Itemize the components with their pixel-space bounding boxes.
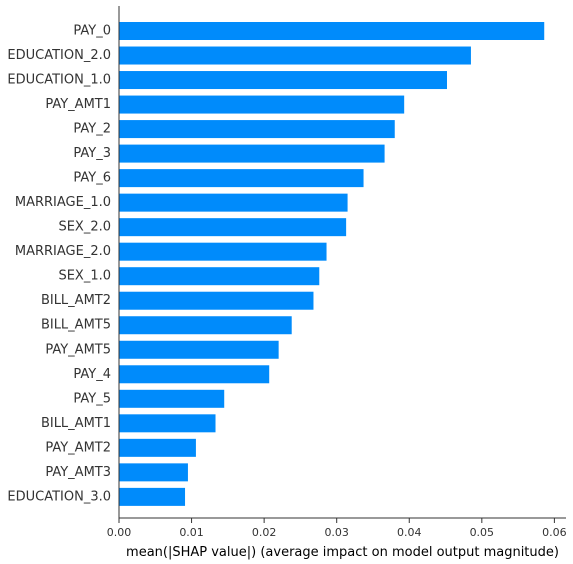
category-label: PAY_6 — [73, 171, 111, 186]
bar-pay-4 — [119, 365, 270, 384]
category-label: PAY_2 — [73, 122, 111, 137]
bar-marriage-1-0 — [119, 193, 348, 212]
category-label: EDUCATION_2.0 — [7, 48, 111, 63]
category-label: BILL_AMT5 — [41, 318, 111, 333]
category-label: PAY_4 — [73, 367, 111, 382]
category-label: MARRIAGE_2.0 — [15, 244, 111, 259]
category-label: BILL_AMT1 — [41, 416, 111, 431]
bar-pay-amt3 — [119, 463, 188, 482]
bar-bill-amt2 — [119, 291, 314, 310]
x-tick-label: 0.06 — [542, 526, 567, 539]
bar-education-2-0 — [119, 46, 471, 65]
x-tick-label: 0.03 — [324, 526, 349, 539]
category-label: SEX_2.0 — [58, 220, 111, 235]
category-label: PAY_AMT5 — [45, 342, 111, 357]
x-tick-label: 0.02 — [252, 526, 277, 539]
x-axis-label: mean(|SHAP value|) (average impact on mo… — [126, 545, 559, 560]
bar-pay-5 — [119, 389, 225, 408]
x-tick-label: 0.00 — [107, 526, 132, 539]
bar-pay-6 — [119, 169, 364, 188]
bar-pay-0 — [119, 22, 545, 40]
x-tick-label: 0.01 — [179, 526, 204, 539]
x-tick-label: 0.04 — [397, 526, 422, 539]
bar-bill-amt1 — [119, 414, 216, 433]
category-label: PAY_AMT1 — [45, 97, 111, 112]
category-label: EDUCATION_1.0 — [7, 73, 111, 88]
x-tick-label: 0.05 — [470, 526, 495, 539]
bar-education-1-0 — [119, 71, 447, 90]
bar-pay-2 — [119, 120, 395, 139]
bar-pay-amt2 — [119, 438, 196, 457]
bar-marriage-2-0 — [119, 242, 327, 261]
category-label: SEX_1.0 — [58, 269, 111, 284]
bar-education-3-0 — [119, 487, 186, 506]
bar-pay-amt1 — [119, 95, 405, 114]
bar-pay-3 — [119, 144, 385, 163]
bars-group — [119, 22, 545, 506]
bar-pay-amt5 — [119, 340, 279, 359]
bar-sex-1-0 — [119, 267, 320, 286]
bar-bill-amt5 — [119, 316, 292, 335]
category-label: PAY_5 — [73, 391, 111, 406]
category-labels: PAY_0 EDUCATION_2.0 EDUCATION_1.0 PAY_AMT1 P… — [7, 24, 111, 505]
category-label: PAY_3 — [73, 146, 111, 161]
category-label: PAY_0 — [73, 24, 111, 39]
bar-sex-2-0 — [119, 218, 347, 237]
category-label: BILL_AMT2 — [41, 293, 111, 308]
x-ticks: 0.00 0.01 0.02 0.03 0.04 0.05 0.06 — [107, 518, 567, 539]
category-label: PAY_AMT3 — [45, 465, 111, 480]
category-label: PAY_AMT2 — [45, 440, 111, 455]
category-label: MARRIAGE_1.0 — [15, 195, 111, 210]
category-label: EDUCATION_3.0 — [7, 489, 111, 504]
